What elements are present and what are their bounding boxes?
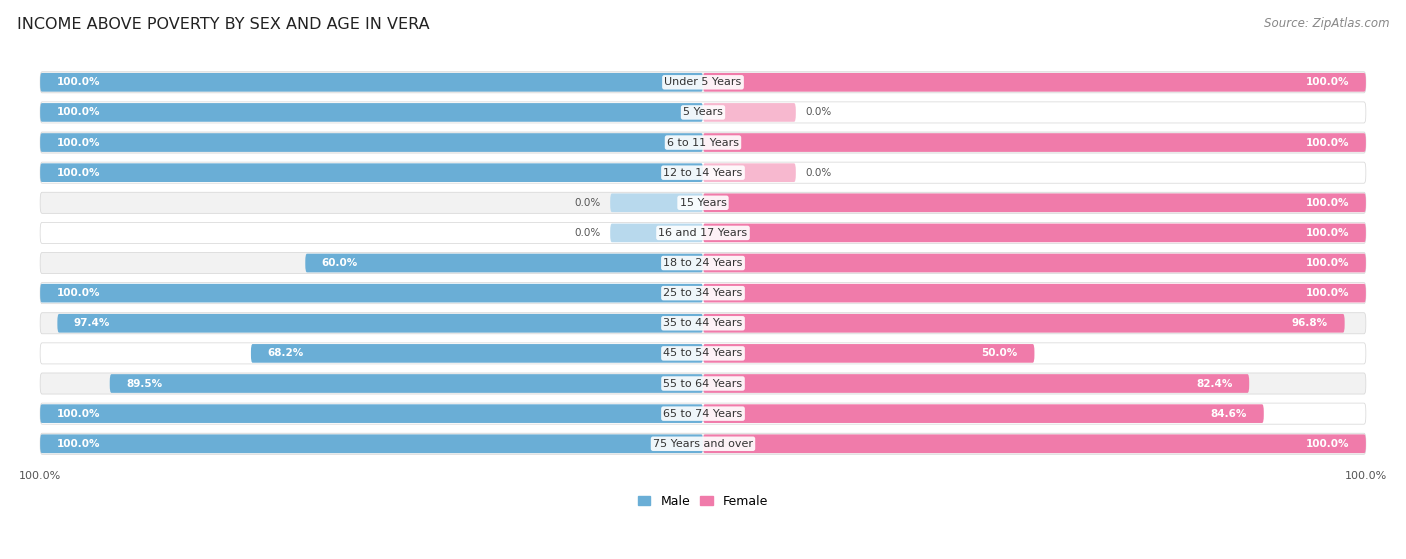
Text: 100.0%: 100.0% — [1306, 138, 1350, 148]
Text: 82.4%: 82.4% — [1197, 378, 1233, 389]
FancyBboxPatch shape — [703, 404, 1264, 423]
FancyBboxPatch shape — [41, 434, 703, 453]
Text: 25 to 34 Years: 25 to 34 Years — [664, 288, 742, 298]
FancyBboxPatch shape — [41, 73, 703, 92]
Text: 55 to 64 Years: 55 to 64 Years — [664, 378, 742, 389]
FancyBboxPatch shape — [610, 224, 703, 242]
Text: 6 to 11 Years: 6 to 11 Years — [666, 138, 740, 148]
FancyBboxPatch shape — [41, 132, 1365, 153]
Text: 12 to 14 Years: 12 to 14 Years — [664, 168, 742, 178]
FancyBboxPatch shape — [250, 344, 703, 363]
Text: 0.0%: 0.0% — [806, 168, 832, 178]
FancyBboxPatch shape — [703, 133, 1365, 152]
FancyBboxPatch shape — [41, 373, 1365, 394]
FancyBboxPatch shape — [703, 344, 1035, 363]
Text: INCOME ABOVE POVERTY BY SEX AND AGE IN VERA: INCOME ABOVE POVERTY BY SEX AND AGE IN V… — [17, 17, 429, 32]
Text: 100.0%: 100.0% — [56, 288, 100, 298]
Text: 96.8%: 96.8% — [1292, 318, 1329, 328]
FancyBboxPatch shape — [41, 102, 1365, 123]
FancyBboxPatch shape — [305, 254, 703, 272]
FancyBboxPatch shape — [703, 254, 1365, 272]
FancyBboxPatch shape — [703, 224, 1365, 242]
FancyBboxPatch shape — [703, 163, 796, 182]
FancyBboxPatch shape — [41, 162, 1365, 183]
Text: 35 to 44 Years: 35 to 44 Years — [664, 318, 742, 328]
FancyBboxPatch shape — [41, 404, 703, 423]
FancyBboxPatch shape — [41, 403, 1365, 424]
Text: 100.0%: 100.0% — [56, 138, 100, 148]
FancyBboxPatch shape — [41, 312, 1365, 334]
Text: 100.0%: 100.0% — [1306, 228, 1350, 238]
FancyBboxPatch shape — [41, 222, 1365, 244]
Text: 15 Years: 15 Years — [679, 198, 727, 208]
FancyBboxPatch shape — [41, 343, 1365, 364]
Text: 100.0%: 100.0% — [56, 107, 100, 117]
Text: 100.0%: 100.0% — [1306, 288, 1350, 298]
Text: 100.0%: 100.0% — [1306, 258, 1350, 268]
Text: 75 Years and over: 75 Years and over — [652, 439, 754, 449]
Text: 89.5%: 89.5% — [127, 378, 163, 389]
FancyBboxPatch shape — [41, 72, 1365, 93]
Text: 100.0%: 100.0% — [56, 439, 100, 449]
FancyBboxPatch shape — [41, 163, 703, 182]
Text: 16 and 17 Years: 16 and 17 Years — [658, 228, 748, 238]
FancyBboxPatch shape — [703, 374, 1249, 393]
FancyBboxPatch shape — [41, 433, 1365, 454]
FancyBboxPatch shape — [58, 314, 703, 333]
FancyBboxPatch shape — [703, 103, 796, 122]
Legend: Male, Female: Male, Female — [633, 490, 773, 513]
Text: 45 to 54 Years: 45 to 54 Years — [664, 348, 742, 358]
Text: 68.2%: 68.2% — [267, 348, 304, 358]
Text: 100.0%: 100.0% — [56, 409, 100, 419]
Text: 100.0%: 100.0% — [1306, 439, 1350, 449]
FancyBboxPatch shape — [703, 193, 1365, 212]
Text: 97.4%: 97.4% — [75, 318, 110, 328]
Text: 100.0%: 100.0% — [56, 77, 100, 87]
Text: 0.0%: 0.0% — [574, 198, 600, 208]
Text: Source: ZipAtlas.com: Source: ZipAtlas.com — [1264, 17, 1389, 30]
FancyBboxPatch shape — [110, 374, 703, 393]
Text: 0.0%: 0.0% — [574, 228, 600, 238]
Text: Under 5 Years: Under 5 Years — [665, 77, 741, 87]
Text: 50.0%: 50.0% — [981, 348, 1018, 358]
FancyBboxPatch shape — [41, 103, 703, 122]
Text: 65 to 74 Years: 65 to 74 Years — [664, 409, 742, 419]
Text: 100.0%: 100.0% — [56, 168, 100, 178]
FancyBboxPatch shape — [610, 193, 703, 212]
Text: 0.0%: 0.0% — [806, 107, 832, 117]
Text: 5 Years: 5 Years — [683, 107, 723, 117]
FancyBboxPatch shape — [41, 253, 1365, 273]
FancyBboxPatch shape — [41, 283, 1365, 304]
FancyBboxPatch shape — [703, 73, 1365, 92]
Text: 100.0%: 100.0% — [1306, 77, 1350, 87]
FancyBboxPatch shape — [703, 434, 1365, 453]
Text: 60.0%: 60.0% — [322, 258, 359, 268]
FancyBboxPatch shape — [41, 192, 1365, 214]
FancyBboxPatch shape — [41, 133, 703, 152]
FancyBboxPatch shape — [703, 284, 1365, 302]
Text: 84.6%: 84.6% — [1211, 409, 1247, 419]
Text: 18 to 24 Years: 18 to 24 Years — [664, 258, 742, 268]
Text: 100.0%: 100.0% — [1306, 198, 1350, 208]
FancyBboxPatch shape — [703, 314, 1344, 333]
FancyBboxPatch shape — [41, 284, 703, 302]
